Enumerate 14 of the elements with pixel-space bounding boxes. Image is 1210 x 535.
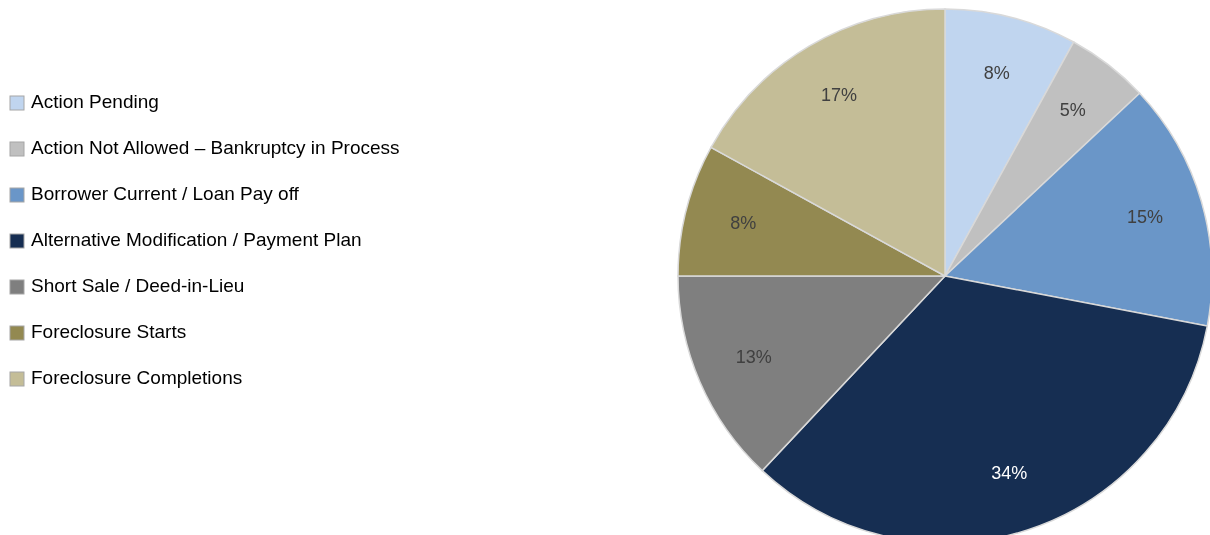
legend-label: Borrower Current / Loan Pay off	[31, 183, 300, 205]
data-label: 8%	[730, 212, 757, 233]
legend-label: Foreclosure Completions	[31, 367, 243, 389]
data-label: 17%	[820, 85, 857, 106]
legend-label: Alternative Modification / Payment Plan	[31, 229, 362, 251]
legend-label: Foreclosure Starts	[31, 321, 187, 343]
legend-label: Short Sale / Deed-in-Lieu	[31, 275, 245, 297]
data-label: 5%	[1059, 100, 1086, 121]
data-label: 34%	[991, 462, 1028, 483]
data-label: 8%	[983, 63, 1010, 84]
legend-label: Action Not Allowed – Bankruptcy in Process	[31, 137, 400, 159]
legend-label: Action Pending	[31, 91, 159, 113]
data-label: 13%	[735, 347, 772, 368]
data-label: 15%	[1126, 206, 1164, 227]
